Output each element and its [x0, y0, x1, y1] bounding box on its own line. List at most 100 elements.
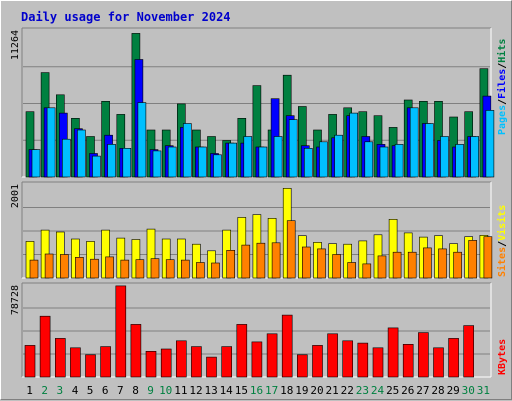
day-label-1: 1	[26, 384, 33, 397]
bar-sites-day-14	[226, 250, 235, 279]
bar-pages-day-31	[485, 110, 495, 178]
hits-files-pages-y-max-label: 11264	[10, 30, 21, 60]
day-label-14: 14	[220, 384, 234, 397]
day-label-7: 7	[117, 384, 124, 397]
legend-slash: /	[497, 63, 508, 69]
bar-sites-day-30	[468, 240, 478, 279]
bar-kbytes-day-7	[115, 285, 127, 378]
day-label-27: 27	[416, 384, 429, 397]
bar-sites-day-31	[483, 236, 493, 279]
bar-pages-day-19	[303, 148, 313, 178]
day-label-3: 3	[56, 384, 63, 397]
legend-hits: Hits	[496, 39, 508, 63]
bar-pages-day-5	[92, 155, 101, 178]
bar-kbytes-day-8	[130, 324, 142, 378]
bar-pages-day-23	[364, 141, 374, 178]
legend-slash: /	[497, 99, 508, 105]
bar-sites-day-16	[256, 242, 266, 279]
visits-sites-panel: 2001	[10, 181, 493, 279]
bar-kbytes-day-18	[281, 314, 293, 378]
day-label-26: 26	[401, 384, 414, 397]
bar-kbytes-day-24	[372, 347, 384, 378]
day-label-24: 24	[371, 384, 385, 397]
bar-pages-day-1	[31, 149, 41, 178]
bar-sites-day-17	[271, 242, 281, 279]
bar-sites-day-5	[90, 258, 99, 279]
bar-sites-day-24	[377, 255, 387, 279]
bar-kbytes-day-11	[176, 340, 187, 378]
bar-pages-day-11	[183, 123, 192, 178]
day-label-30: 30	[462, 384, 475, 397]
bar-pages-day-27	[425, 123, 434, 178]
bar-sites-day-27	[423, 247, 432, 279]
bar-sites-day-18	[286, 220, 296, 279]
bar-sites-day-29	[453, 251, 462, 279]
bar-pages-day-26	[409, 107, 419, 178]
legend-visits: Visits	[496, 205, 508, 241]
legend-slash: /	[497, 241, 508, 247]
bar-pages-day-16	[258, 146, 268, 178]
day-axis-labels: 1 2 3 4 5 6 7 8 9 10 11 12 13 14 15 16 17 18 19 20 21 22 23 24 2…	[26, 384, 490, 397]
bar-sites-day-22	[347, 262, 357, 279]
bar-kbytes-day-17	[266, 333, 278, 378]
bar-sites-day-21	[332, 254, 341, 279]
bar-sites-day-3	[59, 254, 69, 279]
bar-pages-day-2	[46, 107, 56, 178]
bar-pages-day-29	[455, 144, 464, 178]
bar-pages-day-21	[334, 134, 343, 178]
day-label-12: 12	[189, 384, 202, 397]
bar-sites-day-19	[301, 246, 311, 279]
bar-sites-day-13	[211, 262, 220, 279]
bar-kbytes-day-20	[312, 345, 323, 378]
bar-pages-day-30	[470, 136, 480, 178]
bar-pages-day-8	[137, 102, 147, 178]
bar-pages-day-22	[349, 112, 359, 178]
bar-sites-day-11	[181, 259, 190, 279]
legend-hits-files-pages: Pages/Files/Hits	[496, 39, 508, 135]
bar-kbytes-day-5	[85, 354, 96, 378]
bar-kbytes-day-22	[342, 340, 354, 378]
day-label-20: 20	[310, 384, 323, 397]
day-label-17: 17	[265, 384, 278, 397]
bar-kbytes-day-10	[160, 348, 172, 378]
bar-pages-day-9	[152, 150, 162, 178]
bar-sites-day-2	[44, 253, 54, 279]
day-label-28: 28	[431, 384, 444, 397]
day-label-31: 31	[477, 384, 490, 397]
svg-text:Pages/Files/Hits: Pages/Files/Hits	[496, 39, 508, 135]
bar-sites-day-1	[29, 259, 39, 279]
day-label-4: 4	[72, 384, 79, 397]
bar-sites-day-7	[120, 259, 130, 279]
day-label-23: 23	[356, 384, 369, 397]
hits-files-pages-panel: 11264	[10, 27, 495, 178]
bar-sites-day-8	[135, 259, 145, 279]
bar-kbytes-day-27	[418, 332, 429, 378]
bar-kbytes-day-3	[54, 338, 66, 378]
bar-pages-day-15	[243, 136, 253, 178]
bar-kbytes-day-4	[70, 347, 81, 378]
bar-kbytes-day-6	[100, 346, 111, 378]
bar-kbytes-day-12	[191, 346, 202, 378]
bar-pages-day-7	[122, 148, 132, 178]
day-label-18: 18	[280, 384, 293, 397]
bar-pages-day-12	[198, 146, 207, 178]
day-label-9: 9	[147, 384, 154, 397]
bar-kbytes-day-2	[39, 315, 51, 378]
day-label-8: 8	[132, 384, 139, 397]
bar-kbytes-day-14	[221, 346, 232, 378]
bar-pages-day-17	[273, 136, 283, 178]
bar-sites-day-23	[362, 263, 372, 279]
day-label-25: 25	[386, 384, 399, 397]
bar-pages-day-28	[440, 136, 449, 178]
kbytes-y-max-label: 78728	[10, 285, 21, 315]
bar-sites-day-25	[392, 251, 402, 279]
bar-sites-day-26	[407, 251, 417, 279]
legend-sites-visits: Sites/Visits	[496, 205, 508, 277]
bar-kbytes-day-21	[327, 333, 338, 378]
svg-text:Sites/Visits: Sites/Visits	[496, 205, 508, 277]
day-label-5: 5	[87, 384, 94, 397]
bar-pages-day-24	[379, 146, 389, 178]
bar-sites-day-10	[165, 259, 175, 279]
legend-files: Files	[496, 69, 508, 99]
